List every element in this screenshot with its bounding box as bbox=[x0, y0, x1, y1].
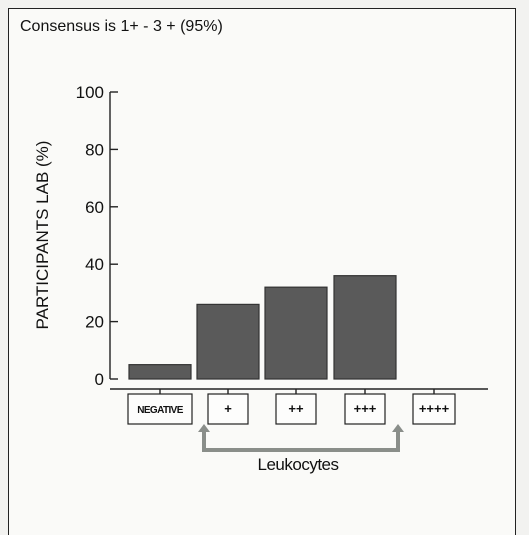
consensus-bracket bbox=[202, 430, 400, 452]
category-label: + bbox=[224, 401, 232, 416]
y-tick-label: 60 bbox=[85, 198, 104, 217]
bar bbox=[264, 286, 328, 380]
bar bbox=[128, 364, 192, 380]
consensus-bracket-arrow-left bbox=[198, 424, 210, 432]
category-box bbox=[344, 393, 386, 425]
y-tick-label: 0 bbox=[95, 370, 104, 389]
chart-title: Consensus is 1+ - 3 + (95%) bbox=[20, 18, 223, 35]
category-box bbox=[127, 393, 193, 425]
category-label: NEGATIVE bbox=[137, 405, 184, 416]
y-axis-label: PARTICIPANTS LAB (%) bbox=[33, 141, 52, 330]
consensus-bracket-arrow-right bbox=[392, 424, 404, 432]
bar bbox=[196, 303, 260, 380]
y-tick-label: 80 bbox=[85, 140, 104, 159]
category-box bbox=[207, 393, 249, 425]
bar bbox=[333, 275, 397, 380]
y-tick-label: 20 bbox=[85, 313, 104, 332]
category-label: ++++ bbox=[419, 401, 450, 416]
x-axis-label: Leukocytes bbox=[258, 455, 339, 474]
category-label: ++ bbox=[288, 401, 304, 416]
chart-frame bbox=[8, 8, 516, 535]
category-box bbox=[275, 393, 317, 425]
y-tick-label: 40 bbox=[85, 255, 104, 274]
y-tick-label: 100 bbox=[76, 83, 104, 102]
category-box bbox=[412, 393, 456, 425]
category-label: +++ bbox=[354, 401, 377, 416]
